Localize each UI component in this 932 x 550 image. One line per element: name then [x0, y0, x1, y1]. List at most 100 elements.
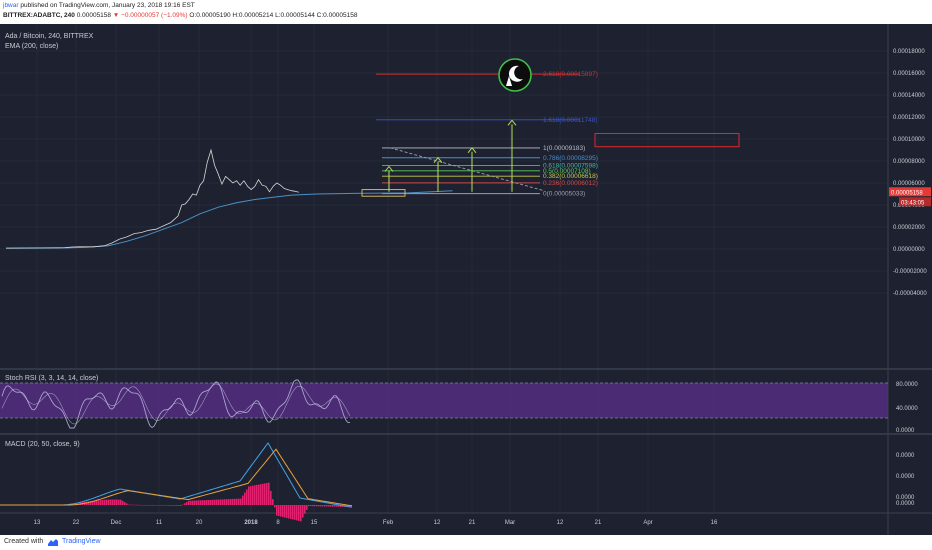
macd-hist-bar	[348, 505, 350, 508]
down-arrow-icon: ▼	[112, 12, 120, 19]
macd-hist-bar	[282, 505, 284, 518]
macd-hist-bar	[268, 482, 270, 505]
tradingview-link[interactable]: TradingView	[62, 538, 101, 545]
macd-hist-bar	[236, 498, 238, 505]
macd-hist-bar	[314, 505, 316, 507]
macd-hist-bar	[234, 498, 236, 505]
price-line	[5, 148, 299, 249]
macd-hist-bar	[270, 490, 272, 505]
macd-hist-bar	[114, 499, 116, 505]
macd-tick-2: 0.0000	[896, 474, 915, 480]
macd-hist-bar	[194, 500, 196, 505]
dashed-trend-line[interactable]	[390, 147, 544, 192]
macd-hist-bar	[250, 486, 252, 505]
fib-levels[interactable]: 0(0.00005033) 0.236(0.00006012)0.382(0.00…	[376, 71, 598, 198]
macd-hist-bar	[300, 505, 302, 522]
macd-hist-bar	[158, 505, 160, 506]
macd-hist-bar	[252, 485, 254, 505]
price-tick-label: 0.00012000	[893, 115, 925, 121]
time-tick-label: 20	[196, 520, 203, 526]
fib-level-label: 0.5(0.00007108)	[543, 168, 591, 175]
fib-level-label: 0.236(0.00006012)	[543, 180, 598, 187]
symbol-label: BITTREX:ADABTC, 240	[3, 12, 75, 19]
macd-hist-bar	[102, 499, 104, 505]
macd-hist-bar	[168, 505, 170, 506]
time-tick-label: Dec	[111, 520, 122, 526]
macd-hist-bar	[208, 499, 210, 505]
macd-hist-bar	[132, 504, 134, 506]
price-tick-label: 0.00018000	[893, 49, 925, 55]
time-tick-label: 21	[595, 520, 602, 526]
macd-hist-bar	[306, 505, 308, 510]
macd-hist-bar	[198, 500, 200, 505]
rsi-tick-80: 80.0000	[896, 382, 918, 388]
target-arrows[interactable]	[384, 119, 517, 192]
macd-histogram	[60, 482, 352, 522]
publish-info: published on TradingView.com, January 23…	[20, 2, 195, 9]
macd-hist-bar	[152, 505, 154, 506]
target-box[interactable]	[594, 133, 740, 148]
macd-hist-bar	[226, 499, 228, 505]
macd-hist-bar	[274, 505, 276, 508]
macd-hist-bar	[110, 499, 112, 505]
macd-hist-bar	[324, 505, 326, 507]
price-tick-label: -0.00004000	[893, 291, 927, 297]
last-price-tag	[889, 187, 931, 197]
macd-hist-bar	[296, 505, 298, 521]
macd-hist-bar	[288, 505, 290, 519]
time-tick-label: Feb	[383, 520, 394, 526]
author-link[interactable]: jbwar	[3, 2, 19, 9]
price-tick-label: 0.00006000	[893, 181, 925, 187]
rsi-tick-40: 40.0000	[896, 406, 918, 412]
macd-hist-bar	[204, 500, 206, 505]
macd-legend: MACD (20, 50, close, 9)	[5, 441, 80, 448]
stoch-rsi-line	[1, 379, 351, 429]
macd-hist-bar	[200, 500, 202, 505]
macd-hist-bar	[232, 498, 234, 505]
macd-hist-bar	[104, 499, 106, 505]
macd-hist-bar	[116, 499, 118, 505]
macd-hist-bar	[188, 500, 190, 505]
arrow-head-icon	[433, 156, 443, 164]
time-tick-label: Mar	[505, 520, 515, 526]
rsi-band	[0, 383, 888, 418]
ema-line	[5, 190, 453, 249]
macd-hist-bar	[154, 505, 156, 506]
macd-hist-bar	[338, 505, 340, 507]
macd-hist-bar	[94, 500, 96, 505]
base-box[interactable]	[361, 189, 406, 197]
chart-canvas[interactable]: Ada / Bitcoin, 240, BITTREX EMA (200, cl…	[0, 24, 932, 535]
grid	[0, 24, 888, 513]
macd-hist-bar	[230, 499, 232, 505]
macd-hist-bar	[210, 499, 212, 505]
macd-hist-bar	[196, 500, 198, 505]
macd-hist-bar	[224, 499, 226, 505]
price-tick-label: 0.00008000	[893, 159, 925, 165]
macd-hist-bar	[148, 505, 150, 506]
macd-hist-bar	[266, 483, 268, 505]
time-tick-label: 11	[156, 520, 163, 526]
macd-hist-bar	[122, 500, 124, 505]
macd-hist-bar	[228, 499, 230, 505]
fib-level-label: 0.786(0.00008295)	[543, 155, 598, 162]
macd-hist-bar	[88, 501, 90, 505]
macd-hist-bar	[150, 505, 152, 506]
fib-level-label: 1.618(0.00011748)	[543, 117, 597, 124]
macd-hist-bar	[220, 499, 222, 505]
macd-hist-bar	[272, 499, 274, 505]
price-tick-label: 0.00002000	[893, 225, 925, 231]
macd-hist-bar	[206, 500, 208, 505]
macd-hist-bar	[182, 504, 184, 506]
macd-hist-bar	[278, 505, 280, 517]
macd-hist-bar	[240, 498, 242, 505]
countdown-tag	[899, 197, 931, 207]
macd-hist-bar	[142, 504, 144, 506]
macd-tick-1: 0.0000	[896, 453, 915, 459]
macd-hist-bar	[294, 505, 296, 520]
macd-signal-line	[0, 448, 353, 507]
macd-hist-bar	[178, 505, 180, 506]
macd-hist-bar	[166, 505, 168, 506]
macd-hist-bar	[320, 505, 322, 507]
chart-header: jbwar published on TradingView.com, Janu…	[0, 0, 932, 24]
macd-hist-bar	[246, 489, 248, 505]
